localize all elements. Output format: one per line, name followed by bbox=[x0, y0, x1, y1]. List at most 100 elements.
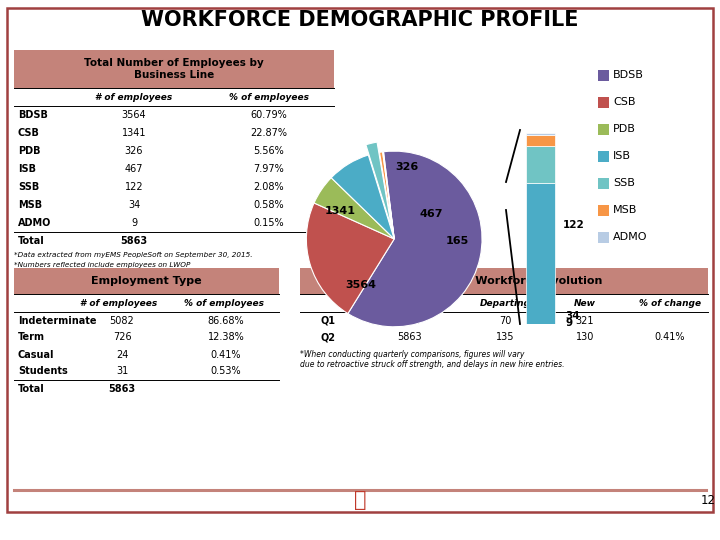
Text: 321: 321 bbox=[576, 315, 594, 326]
Text: 2.08%: 2.08% bbox=[253, 182, 284, 192]
Text: BDSB: BDSB bbox=[18, 110, 48, 120]
Text: Total Number of Employees by
Business Line: Total Number of Employees by Business Li… bbox=[84, 58, 264, 80]
FancyBboxPatch shape bbox=[7, 8, 713, 512]
Text: 9: 9 bbox=[565, 318, 572, 328]
Text: 1341: 1341 bbox=[324, 206, 355, 216]
Wedge shape bbox=[314, 178, 395, 239]
Text: % of employees: % of employees bbox=[184, 299, 264, 307]
Text: PDB: PDB bbox=[613, 124, 636, 134]
Text: 24: 24 bbox=[116, 349, 128, 360]
Text: CSB: CSB bbox=[613, 97, 636, 107]
Text: WORKFORCE DEMOGRAPHIC PROFILE: WORKFORCE DEMOGRAPHIC PROFILE bbox=[141, 10, 579, 30]
Bar bbox=[526, 146, 555, 183]
Wedge shape bbox=[379, 152, 395, 239]
Wedge shape bbox=[331, 155, 395, 239]
Text: 326: 326 bbox=[125, 146, 143, 156]
Text: MSB: MSB bbox=[613, 205, 637, 215]
Wedge shape bbox=[348, 151, 482, 327]
Text: 467: 467 bbox=[419, 210, 443, 219]
Text: 1341: 1341 bbox=[122, 128, 146, 138]
Text: 3564: 3564 bbox=[122, 110, 146, 120]
Text: SSB: SSB bbox=[613, 178, 635, 188]
Text: # of employees: # of employees bbox=[372, 299, 449, 307]
Text: 122: 122 bbox=[125, 182, 143, 192]
Bar bbox=[598, 178, 609, 189]
Text: ADMO: ADMO bbox=[613, 232, 647, 242]
Text: 5082: 5082 bbox=[109, 315, 135, 326]
Text: 165: 165 bbox=[446, 235, 469, 246]
Text: 122: 122 bbox=[563, 220, 585, 230]
Bar bbox=[598, 124, 609, 135]
Text: 22.87%: 22.87% bbox=[251, 128, 287, 138]
Text: 9: 9 bbox=[131, 218, 137, 228]
Wedge shape bbox=[382, 152, 395, 239]
Text: 0.53%: 0.53% bbox=[211, 367, 241, 376]
Text: 7.97%: 7.97% bbox=[253, 164, 284, 174]
Text: Students: Students bbox=[18, 367, 68, 376]
Text: 34: 34 bbox=[128, 200, 140, 210]
Text: Departing: Departing bbox=[480, 299, 531, 307]
Text: % of change: % of change bbox=[639, 299, 701, 307]
Bar bbox=[526, 183, 555, 324]
Text: 31: 31 bbox=[116, 367, 128, 376]
Text: 0.15%: 0.15% bbox=[253, 218, 284, 228]
Text: 2019-2020 Workforce Evolution: 2019-2020 Workforce Evolution bbox=[405, 276, 603, 286]
Text: BDSB: BDSB bbox=[613, 70, 644, 80]
Text: 326: 326 bbox=[396, 162, 419, 172]
Text: ADMO: ADMO bbox=[18, 218, 51, 228]
Text: *Numbers reflected include employees on LWOP: *Numbers reflected include employees on … bbox=[14, 262, 190, 268]
Text: 12.38%: 12.38% bbox=[207, 333, 244, 342]
Bar bbox=[526, 136, 555, 146]
Text: 5863: 5863 bbox=[109, 383, 135, 394]
Text: *Data extracted from myEMS PeopleSoft on September 30, 2015.: *Data extracted from myEMS PeopleSoft on… bbox=[14, 252, 253, 258]
Text: 135: 135 bbox=[496, 333, 514, 342]
Text: 467: 467 bbox=[125, 164, 143, 174]
Wedge shape bbox=[366, 142, 392, 229]
Text: 🍁: 🍁 bbox=[354, 490, 366, 510]
Text: 5.56%: 5.56% bbox=[253, 146, 284, 156]
Text: ISB: ISB bbox=[613, 151, 631, 161]
Text: 5887: 5887 bbox=[397, 315, 423, 326]
Text: CSB: CSB bbox=[18, 128, 40, 138]
Text: ISB: ISB bbox=[18, 164, 36, 174]
Text: 0.41%: 0.41% bbox=[211, 349, 241, 360]
Text: Casual: Casual bbox=[18, 349, 55, 360]
Text: 5863: 5863 bbox=[120, 236, 148, 246]
Text: Q2: Q2 bbox=[320, 333, 336, 342]
Text: % of employees: % of employees bbox=[229, 92, 309, 102]
Text: 3564: 3564 bbox=[346, 280, 377, 289]
Text: Indeterminate: Indeterminate bbox=[18, 315, 96, 326]
Bar bbox=[598, 205, 609, 216]
Text: 60.79%: 60.79% bbox=[251, 110, 287, 120]
Text: # of employees: # of employees bbox=[81, 299, 158, 307]
Text: 86.68%: 86.68% bbox=[207, 315, 244, 326]
Text: Total: Total bbox=[18, 236, 45, 246]
Text: 12: 12 bbox=[701, 494, 716, 507]
Text: Term: Term bbox=[18, 333, 45, 342]
Bar bbox=[598, 97, 609, 108]
Text: 0.58%: 0.58% bbox=[253, 200, 284, 210]
Text: Employment Type: Employment Type bbox=[91, 276, 202, 286]
Text: PDB: PDB bbox=[18, 146, 40, 156]
Text: SSB: SSB bbox=[18, 182, 40, 192]
Bar bbox=[14, 50, 334, 88]
Text: 0.41%: 0.41% bbox=[654, 333, 685, 342]
Text: 130: 130 bbox=[576, 333, 594, 342]
Bar bbox=[598, 151, 609, 162]
Text: 70: 70 bbox=[499, 315, 511, 326]
Bar bbox=[300, 268, 708, 294]
Text: New: New bbox=[574, 299, 596, 307]
Text: 726: 726 bbox=[113, 333, 131, 342]
Text: 5863: 5863 bbox=[397, 333, 423, 342]
Wedge shape bbox=[307, 203, 395, 314]
Bar bbox=[598, 232, 609, 243]
Text: *When conducting quarterly comparisons, figures will vary
due to retroactive str: *When conducting quarterly comparisons, … bbox=[300, 350, 564, 369]
Text: Total: Total bbox=[18, 383, 45, 394]
Text: # of employees: # of employees bbox=[95, 92, 173, 102]
Bar bbox=[14, 268, 279, 294]
Text: Q1: Q1 bbox=[320, 315, 336, 326]
Bar bbox=[598, 70, 609, 81]
Bar bbox=[526, 133, 555, 136]
Text: 34: 34 bbox=[565, 311, 580, 321]
Text: MSB: MSB bbox=[18, 200, 42, 210]
